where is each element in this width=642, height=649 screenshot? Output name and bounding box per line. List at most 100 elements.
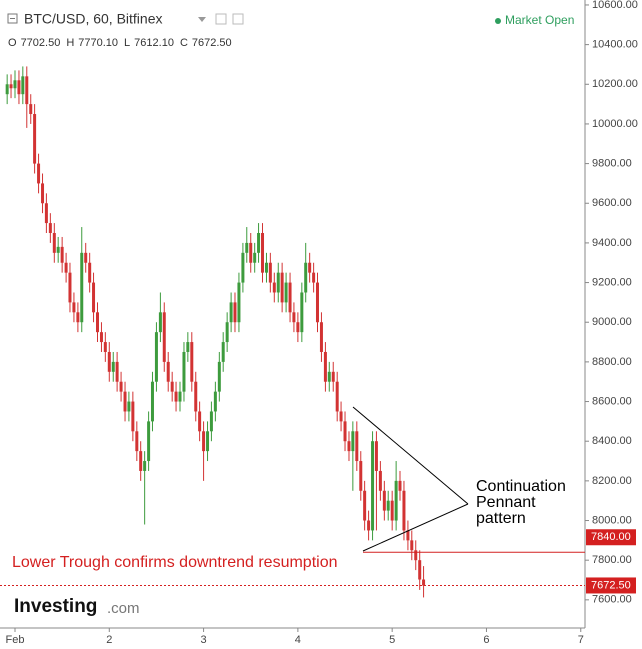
y-tick-label: 8600.00 <box>592 395 632 407</box>
x-tick-label: 6 <box>483 634 489 646</box>
candle-body <box>374 441 378 471</box>
candle-body <box>339 411 343 422</box>
candle-body <box>178 391 182 402</box>
pennant-annotation: Pennant <box>476 494 536 511</box>
x-tick-label: 7 <box>578 634 584 646</box>
candle-body <box>182 351 186 392</box>
candle-body <box>174 391 178 402</box>
candle-body <box>29 104 33 115</box>
candle-body <box>367 520 371 531</box>
candle-body <box>123 391 127 412</box>
ohlc-label: O <box>8 37 17 49</box>
trough-annotation: Lower Trough confirms downtrend resumpti… <box>12 554 338 571</box>
x-tick-label: 3 <box>201 634 207 646</box>
collapse-icon[interactable] <box>7 13 18 24</box>
trough-level-label: 7840.00 <box>591 531 631 543</box>
candle-body <box>347 441 351 452</box>
candle-body <box>103 342 107 352</box>
candle-body <box>308 262 312 273</box>
market-status: Market Open <box>505 13 574 27</box>
candle-body <box>119 381 123 392</box>
candle-body <box>139 451 143 471</box>
candle-body <box>351 431 355 452</box>
pennant-upper <box>352 406 469 505</box>
candle-body <box>371 441 375 531</box>
last-price-tag <box>586 577 636 594</box>
candle-body <box>194 381 198 412</box>
candle-body <box>127 401 131 412</box>
y-tick-label: 9600.00 <box>592 197 632 209</box>
candle-body <box>382 490 386 511</box>
x-tick-label: 4 <box>295 634 301 646</box>
candle-body <box>261 232 265 273</box>
candle-body <box>154 332 158 382</box>
candle-body <box>37 163 41 184</box>
candle-body <box>88 262 92 283</box>
settings-icon[interactable] <box>215 13 227 25</box>
candle-body <box>60 246 64 263</box>
candle-body <box>402 490 406 531</box>
candle-body <box>241 252 245 283</box>
candle-body <box>217 361 221 392</box>
settings-icon[interactable] <box>232 13 244 25</box>
candle-body <box>363 490 367 521</box>
dropdown-arrow[interactable] <box>198 17 206 22</box>
ohlc-value: 7612.10 <box>134 37 174 49</box>
plot-area <box>5 66 426 598</box>
candle-body <box>158 312 162 333</box>
candle-body <box>315 282 319 323</box>
candle-body <box>390 500 394 521</box>
candle-body <box>131 401 135 432</box>
candle-body <box>111 361 115 372</box>
candle-body <box>13 80 17 89</box>
pennant-lower <box>362 503 469 552</box>
candle-body <box>312 272 316 283</box>
candle-body <box>76 312 80 323</box>
candle-body <box>418 560 422 580</box>
candle-body <box>25 76 29 105</box>
candle-body <box>331 371 335 382</box>
candle-body <box>166 361 170 382</box>
y-tick-label: 9400.00 <box>592 237 632 249</box>
candle-body <box>80 252 84 323</box>
y-tick-label: 8000.00 <box>592 514 632 526</box>
y-tick-label: 9800.00 <box>592 157 632 169</box>
ohlc-label: L <box>124 37 130 49</box>
candle-body <box>296 322 300 333</box>
candle-body <box>359 461 363 491</box>
candle-body <box>327 371 331 382</box>
candle-body <box>147 421 151 462</box>
candle-body <box>84 252 88 263</box>
candle-body <box>170 381 174 392</box>
x-tick-label: 2 <box>106 634 112 646</box>
candle-body <box>48 223 52 233</box>
ohlc-label: H <box>66 37 74 49</box>
candle-body <box>99 332 103 343</box>
candle-body <box>21 76 25 95</box>
candle-body <box>209 411 213 432</box>
candle-body <box>41 183 45 204</box>
candle-body <box>202 431 206 452</box>
candle-body <box>378 470 382 491</box>
candle-body <box>237 282 241 323</box>
ohlc-legend: O 7702.50 H 7770.10 L 7612.10 C 7672.50 <box>8 37 232 49</box>
ohlc-value: 7702.50 <box>21 37 61 49</box>
candle-body <box>213 391 217 412</box>
y-tick-label: 10600.00 <box>592 0 638 11</box>
candle-body <box>143 461 147 471</box>
candle-body <box>92 282 96 313</box>
logo-brand: Investing <box>14 596 97 617</box>
candle-body <box>343 421 347 442</box>
logo-suffix: .com <box>107 600 140 617</box>
y-tick-label: 10000.00 <box>592 118 638 130</box>
candle-body <box>96 312 99 333</box>
y-tick-label: 8200.00 <box>592 475 632 487</box>
candle-body <box>198 411 202 432</box>
candle-body <box>186 342 190 352</box>
candle-body <box>284 282 288 303</box>
y-tick-label: 7800.00 <box>592 554 632 566</box>
chart-title: BTC/USD, 60, Bitfinex <box>24 11 163 27</box>
candle-body <box>304 262 308 293</box>
ohlc-value: 7672.50 <box>192 37 232 49</box>
candle-body <box>276 272 280 293</box>
